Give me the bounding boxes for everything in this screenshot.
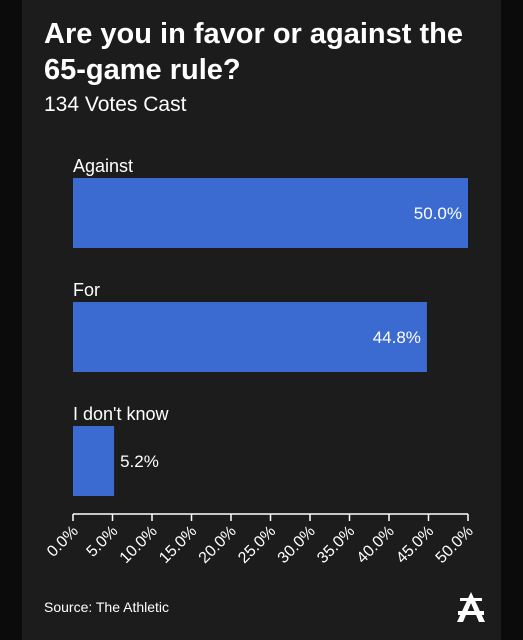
category-label: I don't know (73, 404, 169, 424)
x-tick-label: 40.0% (354, 523, 398, 567)
value-label: 5.2% (120, 452, 159, 471)
category-label: Against (73, 156, 133, 176)
source-note: Source: The Athletic (44, 599, 170, 615)
value-label: 44.8% (373, 328, 421, 347)
x-tick-label: 35.0% (314, 523, 358, 567)
chart-card: Are you in favor or against the 65-game … (22, 0, 501, 640)
athletic-a-logo-icon (457, 592, 485, 622)
x-tick-label: 0.0% (44, 523, 82, 561)
x-tick-label: 15.0% (156, 523, 200, 567)
x-tick-label: 20.0% (196, 523, 240, 567)
x-tick-label: 25.0% (235, 523, 279, 567)
votes-count: 134 Votes Cast (44, 93, 187, 116)
value-label: 50.0% (414, 204, 462, 223)
x-tick-label: 50.0% (433, 523, 477, 567)
category-label: For (73, 280, 100, 300)
poll-bar-chart: Against 50.0% For 44.8% I don't know 5.2% 0.0%… (44, 156, 477, 567)
x-tick-label: 45.0% (393, 523, 437, 567)
bar (73, 426, 115, 496)
x-tick-label: 30.0% (275, 523, 319, 567)
bar (73, 178, 468, 248)
x-tick-label: 10.0% (117, 523, 161, 567)
chart-title: Are you in favor or against the 65-game … (44, 18, 463, 86)
bar (73, 302, 427, 372)
